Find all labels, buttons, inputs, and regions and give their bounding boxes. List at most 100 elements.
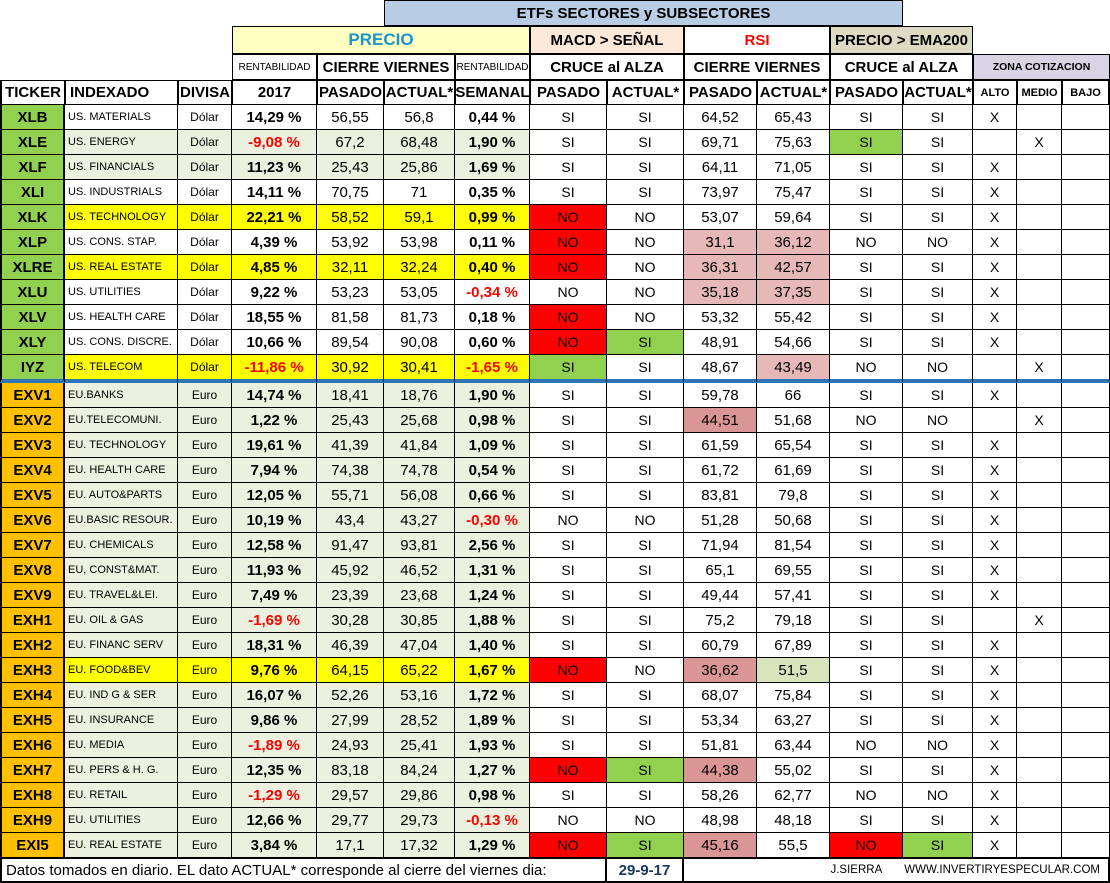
zona-medio-cell[interactable]: X xyxy=(1017,608,1062,633)
ticker-cell[interactable]: IYZ xyxy=(0,355,65,383)
rsi-group-header[interactable]: RSI xyxy=(684,26,830,54)
ticker-cell[interactable]: XLK xyxy=(0,205,65,230)
ema-actual-cell[interactable]: SI xyxy=(903,533,973,558)
rentabilidad-2017-cell[interactable]: -1,69 % xyxy=(232,608,317,633)
rsi-actual-cell[interactable]: 63,27 xyxy=(757,708,830,733)
zona-medio-cell[interactable] xyxy=(1017,658,1062,683)
divisa-cell[interactable]: Euro xyxy=(178,658,232,683)
zona-bajo-cell[interactable] xyxy=(1062,558,1110,583)
precio-actual-cell[interactable]: 32,24 xyxy=(384,255,455,280)
rsi-pasado-cell[interactable]: 59,78 xyxy=(684,383,757,408)
ema-pasado-cell[interactable]: SI xyxy=(830,758,903,783)
zona-medio-cell[interactable]: X xyxy=(1017,408,1062,433)
zona-alto-cell[interactable]: X xyxy=(973,280,1017,305)
rsi-pasado-cell[interactable]: 48,67 xyxy=(684,355,757,383)
precio-actual-cell[interactable]: 71 xyxy=(384,180,455,205)
macd-actual-cell[interactable]: SI xyxy=(607,383,684,408)
macd-pasado-cell[interactable]: NO xyxy=(530,230,607,255)
macd-pasado-cell[interactable]: NO xyxy=(530,508,607,533)
precio-pasado-cell[interactable]: 74,38 xyxy=(317,458,384,483)
precio-pasado-cell[interactable]: 70,75 xyxy=(317,180,384,205)
divisa-cell[interactable]: Euro xyxy=(178,558,232,583)
divisa-cell[interactable]: Dólar xyxy=(178,105,232,130)
zona-bajo-cell[interactable] xyxy=(1062,508,1110,533)
rsi-actual-cell[interactable]: 55,02 xyxy=(757,758,830,783)
divisa-cell[interactable]: Euro xyxy=(178,383,232,408)
zona-medio-cell[interactable] xyxy=(1017,205,1062,230)
precio-actual-cell[interactable]: 41,84 xyxy=(384,433,455,458)
indexado-cell[interactable]: US. TECHNOLOGY xyxy=(65,205,178,230)
zona-bajo-cell[interactable] xyxy=(1062,483,1110,508)
rsi-pasado-cell[interactable]: 83,81 xyxy=(684,483,757,508)
ema-actual-cell[interactable]: SI xyxy=(903,155,973,180)
zona-alto-cell[interactable]: X xyxy=(973,180,1017,205)
zona-alto-cell[interactable]: X xyxy=(973,305,1017,330)
rsi-pasado-cell[interactable]: 48,98 xyxy=(684,808,757,833)
rentabilidad-2017-cell[interactable]: -1,29 % xyxy=(232,783,317,808)
macd-pasado-cell[interactable]: SI xyxy=(530,483,607,508)
zona-alto-cell[interactable]: X xyxy=(973,205,1017,230)
indexado-cell[interactable]: EU. RETAIL xyxy=(65,783,178,808)
rsi-actual-cell[interactable]: 81,54 xyxy=(757,533,830,558)
ema-pasado-cell[interactable]: NO xyxy=(830,408,903,433)
divisa-cell[interactable]: Dólar xyxy=(178,280,232,305)
rentabilidad-semanal-cell[interactable]: 2,56 % xyxy=(455,533,530,558)
semanal-column-header[interactable]: SEMANAL xyxy=(455,80,530,105)
precio-pasado-cell[interactable]: 56,55 xyxy=(317,105,384,130)
cruce-al-alza-macd-subheader[interactable]: CRUCE al ALZA xyxy=(530,54,684,80)
rsi-actual-cell[interactable]: 75,63 xyxy=(757,130,830,155)
ema-actual-cell[interactable]: NO xyxy=(903,733,973,758)
rentabilidad-semanal-cell[interactable]: -0,13 % xyxy=(455,808,530,833)
ticker-cell[interactable]: EXV2 xyxy=(0,408,65,433)
zona-medio-cell[interactable]: X xyxy=(1017,355,1062,383)
precio-pasado-cell[interactable]: 91,47 xyxy=(317,533,384,558)
zona-cotizacion-subheader[interactable]: ZONA COTIZACION xyxy=(973,54,1110,80)
macd-pasado-cell[interactable]: SI xyxy=(530,583,607,608)
zona-medio-cell[interactable] xyxy=(1017,683,1062,708)
macd-actual-cell[interactable]: NO xyxy=(607,305,684,330)
precio-pasado-cell[interactable]: 58,52 xyxy=(317,205,384,230)
macd-actual-cell[interactable]: SI xyxy=(607,758,684,783)
zona-medio-cell[interactable] xyxy=(1017,180,1062,205)
macd-actual-cell[interactable]: SI xyxy=(607,558,684,583)
zona-medio-column-header[interactable]: MEDIO xyxy=(1017,80,1062,105)
ema-pasado-cell[interactable]: SI xyxy=(830,608,903,633)
macd-actual-cell[interactable]: NO xyxy=(607,230,684,255)
rentabilidad-2017-cell[interactable]: 7,49 % xyxy=(232,583,317,608)
indexado-column-header[interactable]: INDEXADO xyxy=(65,80,178,105)
rentabilidad-semanal-cell[interactable]: 0,98 % xyxy=(455,783,530,808)
rsi-actual-cell[interactable]: 48,18 xyxy=(757,808,830,833)
rentabilidad-2017-cell[interactable]: 11,93 % xyxy=(232,558,317,583)
ticker-cell[interactable]: EXH2 xyxy=(0,633,65,658)
indexado-cell[interactable]: US. CONS. DISCRE. xyxy=(65,330,178,355)
rsi-pasado-cell[interactable]: 64,11 xyxy=(684,155,757,180)
zona-medio-cell[interactable] xyxy=(1017,105,1062,130)
ema-pasado-cell[interactable]: SI xyxy=(830,508,903,533)
zona-medio-cell[interactable] xyxy=(1017,583,1062,608)
zona-bajo-cell[interactable] xyxy=(1062,758,1110,783)
rentabilidad-semanal-cell[interactable]: 0,98 % xyxy=(455,408,530,433)
ema-actual-cell[interactable]: NO xyxy=(903,783,973,808)
macd-pasado-cell[interactable]: SI xyxy=(530,105,607,130)
precio-pasado-cell[interactable]: 83,18 xyxy=(317,758,384,783)
macd-group-header[interactable]: MACD > SEÑAL xyxy=(530,26,684,54)
zona-bajo-column-header[interactable]: BAJO xyxy=(1062,80,1110,105)
zona-medio-cell[interactable] xyxy=(1017,483,1062,508)
rentabilidad-semanal-cell[interactable]: 0,11 % xyxy=(455,230,530,255)
rsi-pasado-cell[interactable]: 51,81 xyxy=(684,733,757,758)
precio-pasado-cell[interactable]: 29,77 xyxy=(317,808,384,833)
rentabilidad-2017-cell[interactable]: 1,22 % xyxy=(232,408,317,433)
zona-alto-cell[interactable]: X xyxy=(973,808,1017,833)
precio-actual-cell[interactable]: 25,41 xyxy=(384,733,455,758)
macd-actual-cell[interactable]: SI xyxy=(607,683,684,708)
zona-bajo-cell[interactable] xyxy=(1062,155,1110,180)
ema-actual-cell[interactable]: SI xyxy=(903,508,973,533)
ema-pasado-cell[interactable]: SI xyxy=(830,130,903,155)
zona-alto-cell[interactable] xyxy=(973,608,1017,633)
macd-pasado-cell[interactable]: SI xyxy=(530,683,607,708)
rsi-actual-cell[interactable]: 79,8 xyxy=(757,483,830,508)
rsi-pasado-cell[interactable]: 58,26 xyxy=(684,783,757,808)
precio-pasado-cell[interactable]: 27,99 xyxy=(317,708,384,733)
rsi-actual-cell[interactable]: 75,84 xyxy=(757,683,830,708)
zona-alto-cell[interactable]: X xyxy=(973,683,1017,708)
